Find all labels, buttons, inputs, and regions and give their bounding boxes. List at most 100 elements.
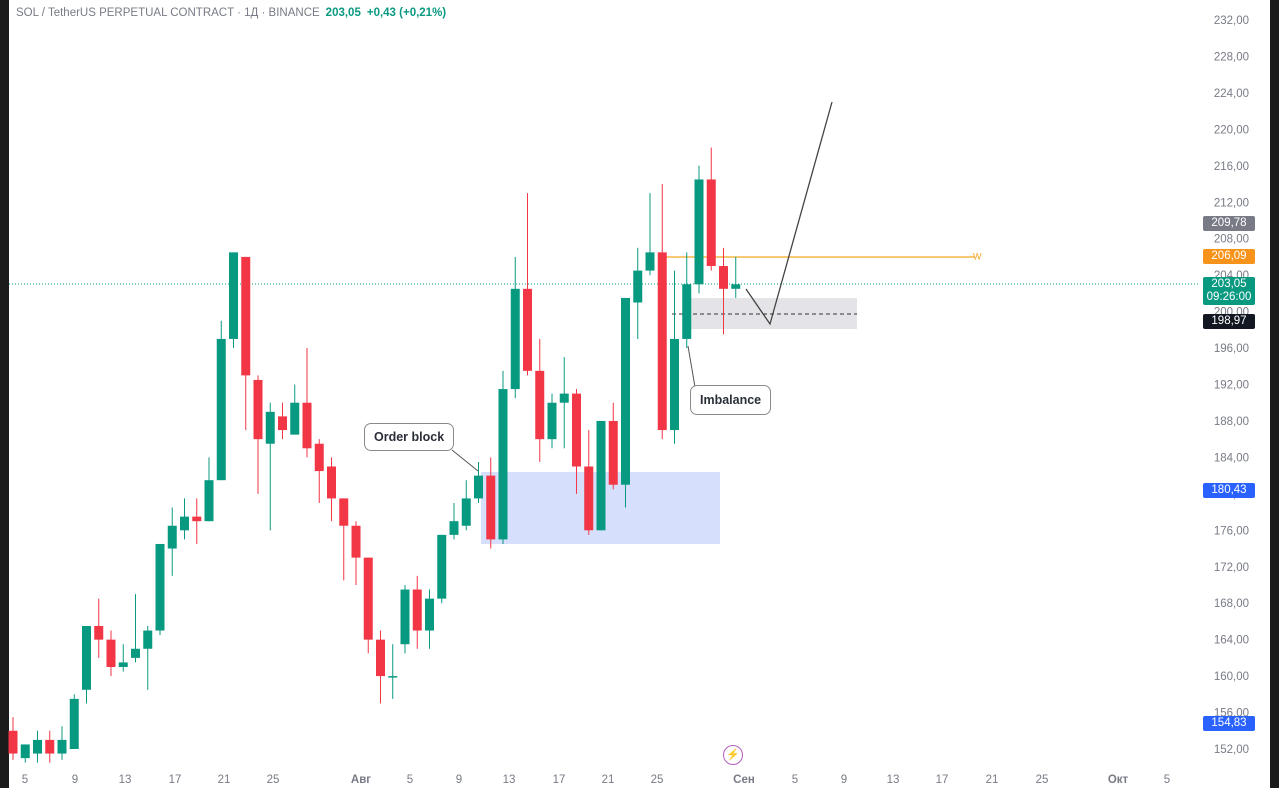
- candle-body[interactable]: [425, 598, 434, 631]
- candle-body[interactable]: [253, 379, 263, 440]
- time-axis-label: 17: [169, 774, 182, 786]
- candle-body[interactable]: [290, 402, 300, 435]
- candle-body[interactable]: [204, 480, 214, 522]
- price-axis-label: 232,00: [1214, 15, 1249, 27]
- candle-body[interactable]: [547, 402, 557, 440]
- candle-body[interactable]: [523, 288, 532, 371]
- candle-body[interactable]: [241, 256, 251, 376]
- candle-body[interactable]: [8, 730, 18, 754]
- imbalance-label: Imbalance: [700, 393, 762, 407]
- price-axis[interactable]: 232,00 228,00 224,00 220,00 216,00 212,00 208,…: [1214, 15, 1249, 756]
- candle-body[interactable]: [45, 739, 55, 754]
- candle-body[interactable]: [106, 639, 116, 667]
- candle-body[interactable]: [731, 284, 741, 289]
- time-axis-label: 9: [841, 774, 847, 786]
- candle-body[interactable]: [57, 739, 67, 754]
- lightning-icon[interactable]: ⚡: [723, 745, 743, 765]
- time-axis[interactable]: 5 9 13 17 21 25 Авг 5 9 13 17 21 25 Сен 5 9 13 17 21 25 Окт 5: [22, 774, 1170, 786]
- price-axis-label: 168,00: [1214, 598, 1249, 610]
- candle-body[interactable]: [192, 516, 202, 522]
- candle-body[interactable]: [670, 338, 679, 431]
- candle-body[interactable]: [596, 420, 606, 531]
- order-block-callout[interactable]: Order block: [364, 423, 455, 451]
- candle-body[interactable]: [376, 639, 385, 677]
- price-axis-label: 152,00: [1214, 744, 1249, 756]
- candle-body[interactable]: [216, 338, 226, 481]
- candle-body[interactable]: [633, 270, 643, 303]
- time-axis-label: 21: [218, 774, 231, 786]
- candle-body[interactable]: [351, 525, 361, 558]
- candle-body[interactable]: [69, 698, 79, 749]
- candle-body[interactable]: [572, 393, 581, 467]
- candle-body[interactable]: [584, 466, 594, 531]
- candle-body[interactable]: [388, 676, 398, 678]
- order-block-connector: [451, 449, 479, 472]
- candle-body[interactable]: [498, 389, 508, 540]
- time-axis-label: 21: [602, 774, 615, 786]
- candle-body[interactable]: [486, 475, 496, 540]
- candle-body[interactable]: [559, 393, 569, 403]
- candles-group: [8, 147, 741, 763]
- candle-body[interactable]: [118, 662, 128, 667]
- candle-body[interactable]: [461, 498, 471, 526]
- candle-body[interactable]: [278, 416, 287, 431]
- candle-body[interactable]: [302, 402, 312, 449]
- candle-body[interactable]: [229, 252, 238, 339]
- candle-body[interactable]: [510, 288, 520, 390]
- candle-body[interactable]: [449, 521, 459, 535]
- price-axis-label: 188,00: [1214, 416, 1249, 428]
- projection-path[interactable]: [745, 101, 833, 326]
- chart-header: SOL / TetherUS PERPETUAL CONTRACT · 1Д ·…: [16, 7, 446, 19]
- price-change: +0,43 (+0,21%): [366, 7, 447, 19]
- candle-body[interactable]: [155, 543, 165, 631]
- price-tag-180-text: 180,43: [1211, 484, 1247, 496]
- candle-body[interactable]: [437, 534, 447, 599]
- candle-body[interactable]: [94, 625, 104, 640]
- candle-body[interactable]: [608, 420, 618, 485]
- candle-body[interactable]: [339, 498, 349, 526]
- time-axis-label: Окт: [1108, 774, 1129, 786]
- price-axis-label: 212,00: [1214, 197, 1249, 209]
- candle-body[interactable]: [645, 252, 655, 271]
- price-tag-209-text: 209,78: [1211, 217, 1247, 229]
- candle-body[interactable]: [682, 284, 692, 339]
- candle-body[interactable]: [82, 625, 91, 690]
- candle-body[interactable]: [706, 179, 716, 267]
- candle-body[interactable]: [719, 266, 728, 289]
- candle-body[interactable]: [400, 589, 410, 645]
- imbalance-connector: [687, 345, 696, 388]
- candle-body[interactable]: [131, 648, 140, 658]
- price-axis-label: 176,00: [1214, 525, 1249, 537]
- candle-body[interactable]: [314, 443, 324, 472]
- price-axis-label: 192,00: [1214, 380, 1249, 392]
- time-axis-label: 13: [119, 774, 132, 786]
- price-axis-label: 196,00: [1214, 343, 1249, 355]
- imbalance-callout[interactable]: Imbalance: [690, 385, 772, 415]
- price-axis-label: 164,00: [1214, 635, 1249, 647]
- price-tag-current-text: 203,05: [1211, 278, 1247, 290]
- candle-body[interactable]: [33, 739, 42, 754]
- time-axis-label: 9: [456, 774, 462, 786]
- candle-body[interactable]: [535, 370, 545, 440]
- price-axis-label: 216,00: [1214, 161, 1249, 173]
- last-price: 203,05: [325, 7, 361, 19]
- candle-body[interactable]: [265, 411, 275, 444]
- time-axis-label: 25: [1036, 774, 1049, 786]
- candle-body[interactable]: [363, 557, 373, 640]
- candle-body[interactable]: [180, 516, 189, 531]
- candle-body[interactable]: [657, 252, 667, 431]
- symbol-title: SOL / TetherUS PERPETUAL CONTRACT · 1Д ·…: [16, 7, 320, 19]
- time-axis-label: 5: [792, 774, 798, 786]
- candle-body[interactable]: [143, 630, 153, 649]
- time-axis-label: 5: [1164, 774, 1170, 786]
- candle-body[interactable]: [621, 297, 630, 485]
- candle-body[interactable]: [167, 525, 177, 549]
- candle-body[interactable]: [20, 744, 30, 759]
- price-axis-label: 208,00: [1214, 234, 1249, 246]
- candle-body[interactable]: [327, 466, 336, 499]
- candle-body[interactable]: [694, 179, 704, 285]
- window-frame-left: [0, 0, 9, 788]
- candle-body[interactable]: [474, 475, 483, 499]
- candle-body[interactable]: [412, 589, 422, 631]
